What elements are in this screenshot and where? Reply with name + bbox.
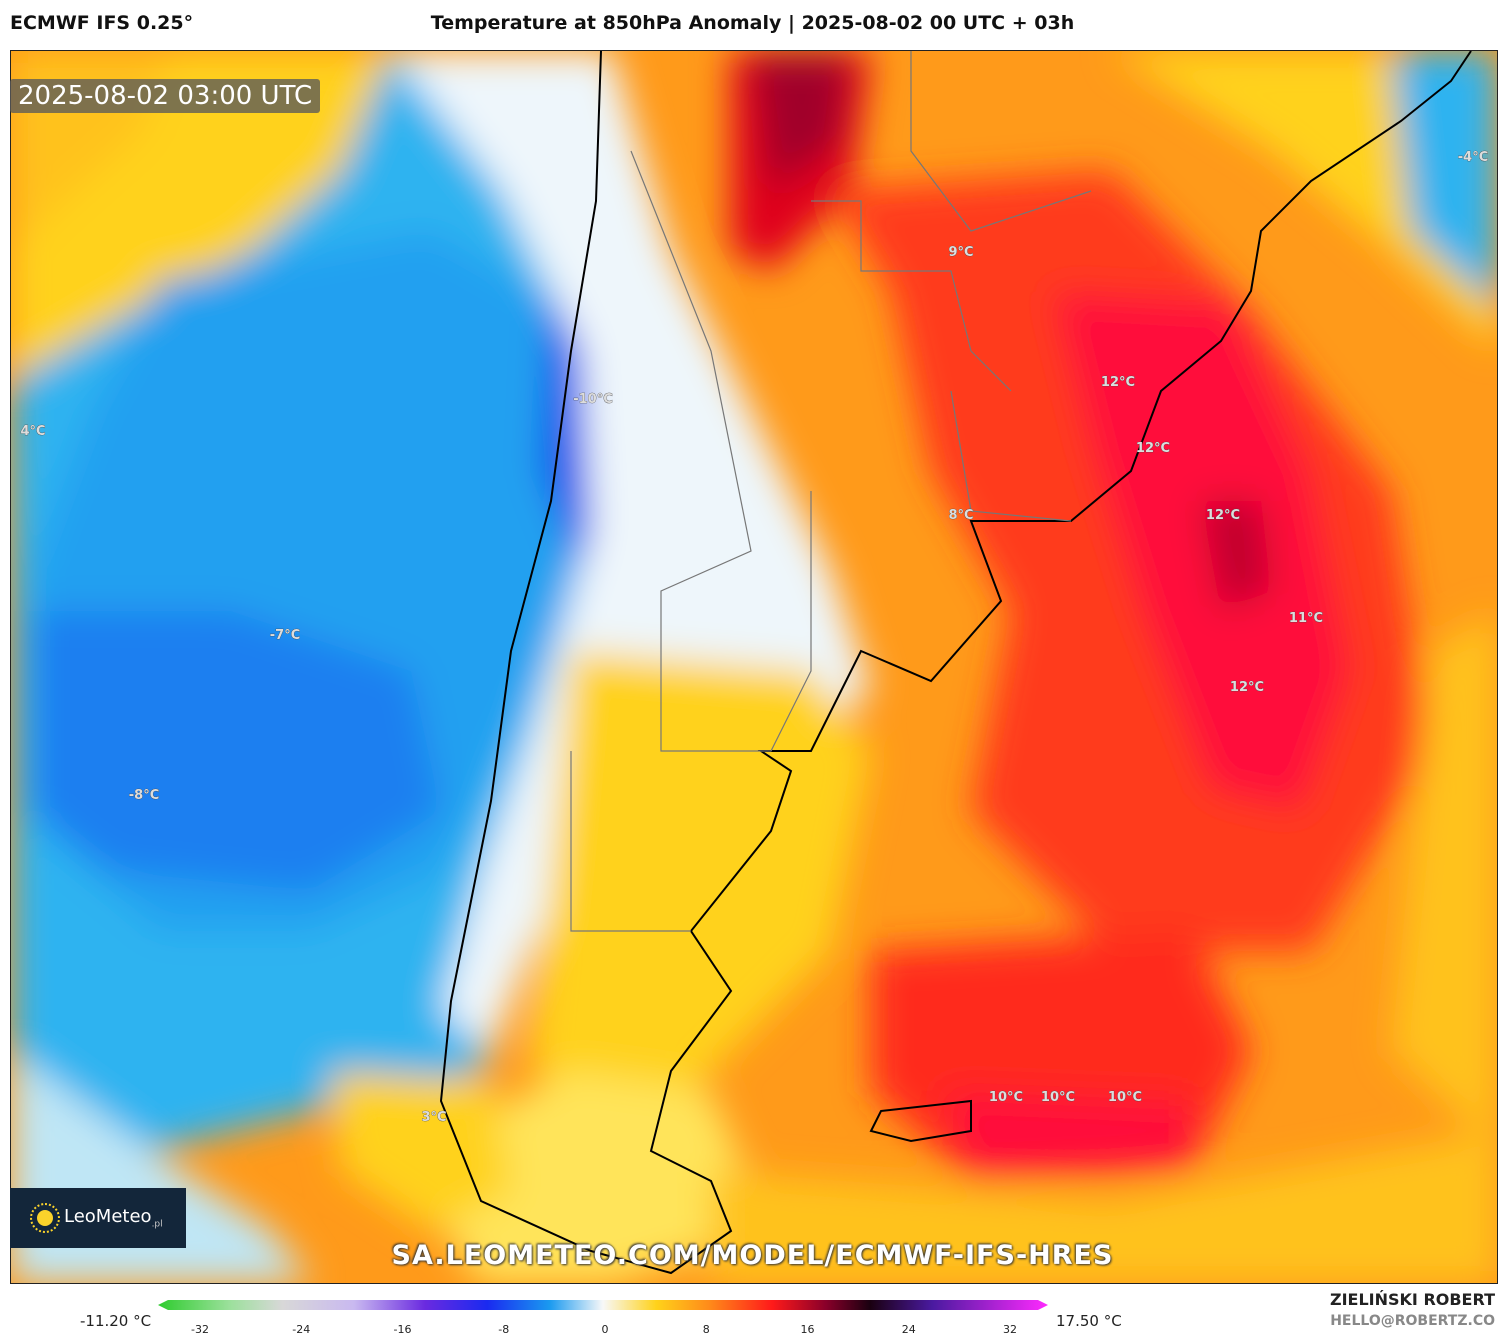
contour-label: 12°C [1101,375,1135,390]
contour-label: -8°C [129,788,159,803]
anomaly-map[interactable]: -4°C 4°C -10°C -7°C -8°C 3°C 9°C 8°C 12°C 12°C 12°… [10,50,1498,1284]
contour-label: 3°C [421,1110,446,1125]
contour-label: 11°C [1289,611,1323,626]
colorbar-tick: 32 [1003,1323,1017,1336]
contour-label: 10°C [989,1090,1023,1105]
contour-label: 4°C [20,424,45,439]
sun-icon [30,1203,60,1233]
contour-label: 9°C [948,245,973,260]
colorbar-tick: 0 [601,1323,609,1336]
colorbar-tick: -32 [191,1323,209,1336]
author-name: ZIELIŃSKI ROBERT [1329,1290,1495,1309]
contour-label: -10°C [573,392,613,407]
colorbar-max-label: 17.50 °C [1056,1312,1122,1330]
site-watermark: SA.LEOMETEO.COM/MODEL/ECMWF-IFS-HRES [391,1240,1114,1271]
leometeo-logo[interactable]: LeoMeteo.pl [10,1188,186,1248]
contour-label: 8°C [948,508,973,523]
colorbar-tick: -24 [292,1323,311,1336]
map-title: Temperature at 850hPa Anomaly | 2025-08-… [430,12,1075,34]
colorbar-tick: -8 [498,1323,510,1336]
valid-time-badge: 2025-08-02 03:00 UTC [10,79,321,113]
contour-label: 10°C [1108,1090,1142,1105]
contour-label: 12°C [1206,508,1240,523]
contour-label: -7°C [270,628,300,643]
colorbar-min-label: -11.20 °C [80,1312,152,1330]
map-field [11,51,1497,1283]
author-email[interactable]: HELLO@ROBERTZ.CO [1330,1313,1495,1329]
contour-label: 12°C [1136,441,1170,456]
colorbar [158,1300,1048,1310]
colorbar-tick: -16 [393,1323,412,1336]
model-name: ECMWF IFS 0.25° [10,12,194,34]
contour-label: 10°C [1041,1090,1075,1105]
colorbar-tick: 8 [702,1323,710,1336]
map-label-layer: -4°C 4°C -10°C -7°C -8°C 3°C 9°C 8°C 12°C 12°C 12°… [20,150,1488,1126]
colorbar-tick: 16 [800,1323,815,1336]
contour-label: -4°C [1458,150,1488,165]
colorbar-ticks: -32 -24 -16 -8 0 8 16 24 32 [0,1323,1505,1339]
colorbar-tick: 24 [901,1323,916,1336]
contour-label: 12°C [1230,680,1264,695]
logo-brand: LeoMeteo.pl [64,1206,163,1230]
